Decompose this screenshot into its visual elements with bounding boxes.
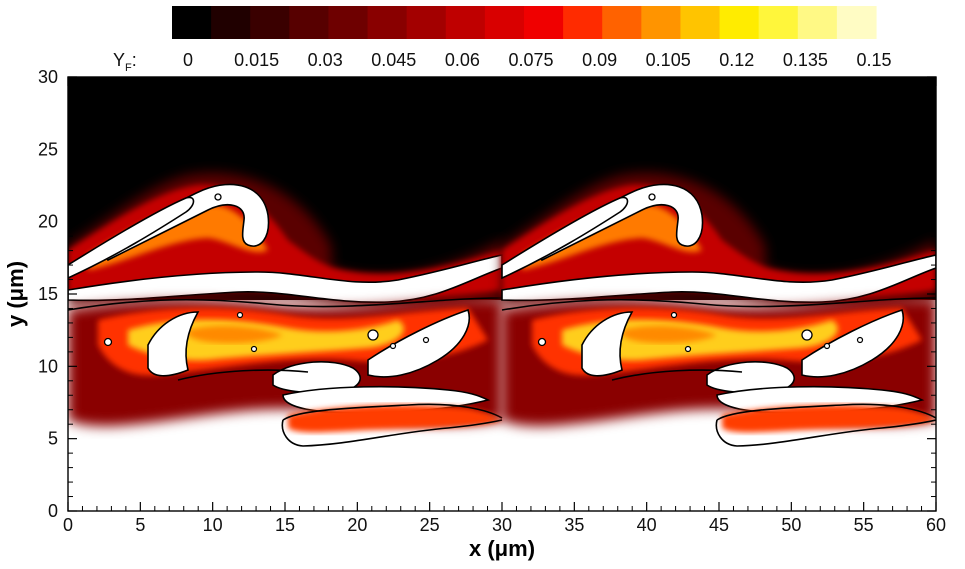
colorbar-swatch: [602, 6, 642, 39]
colorbar-tick-label: 0: [183, 50, 193, 70]
colorbar-swatch: [445, 6, 486, 39]
y-tick-label: 5: [48, 429, 58, 449]
colorbar-tick-label: 0.15: [856, 50, 891, 70]
y-tick-label: 10: [38, 356, 58, 376]
colorbar-swatch: [797, 6, 838, 39]
y-tick-label: 25: [38, 139, 58, 159]
colorbar-swatch: [758, 6, 799, 39]
x-tick-label: 10: [203, 515, 223, 535]
x-tick-label: 35: [564, 515, 584, 535]
x-tick-label: 25: [420, 515, 440, 535]
x-tick-label: 30: [492, 515, 512, 535]
y-tick-label: 0: [48, 501, 58, 521]
colorbar-tick-label: 0.09: [582, 50, 617, 70]
y-axis-label: y (μm): [3, 261, 28, 327]
colorbar-tick-label: 0.12: [719, 50, 754, 70]
colorbar-swatch: [211, 6, 251, 39]
colorbar-tick-label: 0.045: [371, 50, 416, 70]
colorbar-swatch: [484, 6, 525, 39]
plot-area: [68, 77, 936, 511]
x-tick-label: 5: [135, 515, 145, 535]
x-tick-label: 60: [926, 515, 946, 535]
colorbar-swatch: [836, 6, 877, 39]
y-tick-label: 20: [38, 212, 58, 232]
colorbar-swatch: [328, 6, 369, 39]
x-tick-label: 50: [781, 515, 801, 535]
colorbar-tick-labels: 0 0.015 0.03 0.045 0.06 0.075 0.09 0.105 0.12 0.1…: [183, 50, 892, 70]
colorbar-tick-label: 0.105: [646, 50, 691, 70]
colorbar-tick-label: 0.135: [783, 50, 828, 70]
x-tick-label: 45: [709, 515, 729, 535]
colorbar-swatch: [680, 6, 721, 39]
colorbar-tick-label: 0.06: [445, 50, 480, 70]
colorbar-swatch: [641, 6, 682, 39]
colorbar-swatch: [250, 6, 290, 39]
y-axis-ticks: 0 5 10 15 20 25 30: [38, 67, 936, 521]
x-tick-label: 40: [637, 515, 657, 535]
colorbar-swatch: [289, 6, 330, 39]
colorbar-swatch: [406, 6, 447, 39]
colorbar-label: YF:: [113, 50, 137, 74]
colorbar-tick-label: 0.03: [308, 50, 343, 70]
colorbar-swatch: [563, 6, 603, 39]
x-axis-label: x (μm): [469, 536, 535, 561]
colorbar-swatch: [524, 6, 564, 39]
x-axis-ticks: 0 5 10 15 20 25 30 35 40 45 50 55 60: [63, 77, 946, 535]
colorbar-swatch: [719, 6, 760, 39]
y-tick-label: 30: [38, 67, 58, 87]
colorbar-swatch: [172, 6, 212, 39]
x-tick-label: 0: [63, 515, 73, 535]
colorbar-tick-label: 0.015: [234, 50, 279, 70]
x-tick-label: 55: [854, 515, 874, 535]
colorbar-swatch: [367, 6, 408, 39]
colorbar: [172, 6, 877, 39]
colorbar-tick-label: 0.075: [508, 50, 553, 70]
x-tick-label: 20: [347, 515, 367, 535]
y-tick-label: 15: [38, 284, 58, 304]
x-tick-label: 15: [275, 515, 295, 535]
